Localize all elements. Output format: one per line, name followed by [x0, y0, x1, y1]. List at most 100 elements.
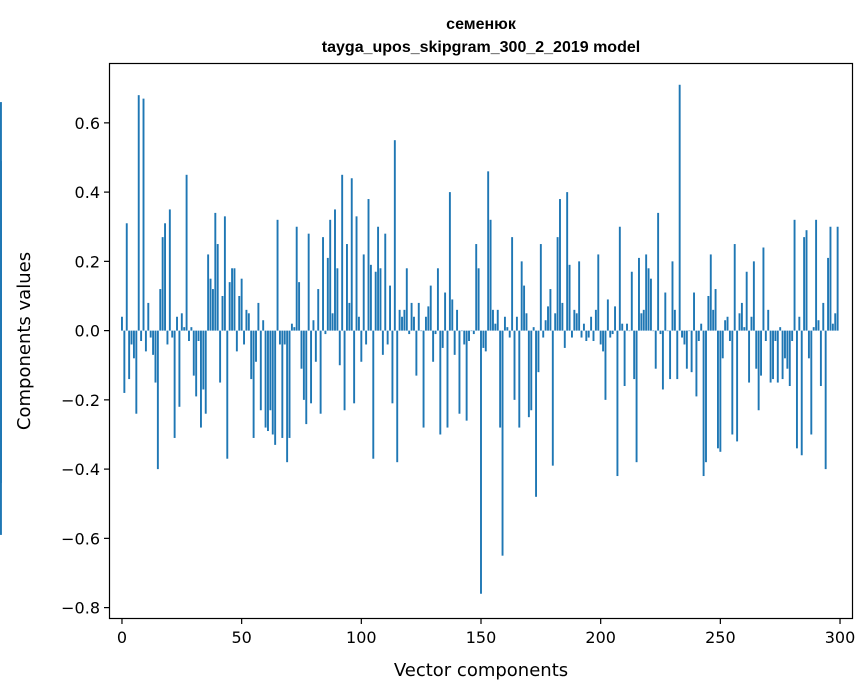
bar-34	[202, 330, 205, 390]
bar-149	[477, 268, 480, 331]
bar-169	[525, 313, 528, 331]
bar-171	[530, 330, 533, 411]
bar-69	[286, 330, 289, 463]
bar-104	[369, 264, 372, 331]
bar-53	[247, 313, 250, 331]
bar-12	[149, 330, 152, 338]
bar-136	[446, 330, 449, 428]
bar-97	[353, 330, 356, 404]
x-tick-label: 100	[346, 628, 377, 647]
bar-153	[487, 171, 490, 331]
bar-193	[582, 323, 585, 331]
bar-86	[326, 257, 329, 331]
bar-154	[489, 219, 492, 331]
bar-208	[618, 226, 621, 331]
bar-216	[638, 257, 640, 331]
bar-207	[616, 330, 619, 477]
bar-165	[515, 316, 518, 331]
bar-99	[357, 316, 360, 331]
bar-5	[132, 330, 135, 359]
bar-84	[322, 237, 324, 331]
bar-256	[733, 244, 736, 331]
bar-163	[511, 237, 514, 331]
bar-170	[527, 330, 530, 418]
bar-167	[520, 261, 523, 331]
bar-45	[228, 282, 231, 331]
bar-100	[360, 330, 363, 362]
bar-10	[144, 330, 147, 352]
bar-226	[661, 330, 664, 390]
bar-145	[468, 330, 470, 341]
bar-274	[776, 330, 779, 383]
bar-238	[690, 330, 693, 373]
bar-281	[793, 219, 796, 331]
bar-112	[389, 285, 391, 331]
bar-290	[815, 219, 818, 331]
bar-180	[551, 330, 554, 466]
bar-6	[135, 330, 138, 414]
bar-116	[398, 309, 401, 331]
bar-146	[470, 330, 473, 332]
bar-246	[709, 254, 712, 331]
bar-279	[788, 330, 791, 387]
bar-229	[669, 330, 672, 380]
bar-214	[633, 330, 636, 380]
bar-35	[204, 330, 207, 414]
bar-173	[535, 330, 537, 497]
bar-283	[798, 316, 801, 331]
bar-75	[300, 330, 303, 369]
bar-294	[824, 330, 827, 470]
bar-89	[334, 209, 336, 331]
bar-241	[697, 330, 700, 341]
bar-105	[372, 330, 375, 459]
bar-191	[578, 261, 581, 331]
bar-222	[652, 330, 655, 332]
bar-159	[501, 330, 504, 556]
bar-298	[834, 313, 837, 331]
bar-28	[188, 330, 190, 341]
bar-221	[649, 278, 652, 331]
bar-239	[693, 292, 695, 331]
bar-183	[559, 199, 561, 331]
y-tick-label: 0.2	[75, 252, 100, 271]
bar-56	[255, 330, 257, 362]
bar-168	[523, 285, 526, 331]
bar-182	[556, 237, 559, 331]
bar-299	[836, 226, 839, 331]
bar-155	[492, 309, 494, 331]
bar-275	[779, 327, 782, 331]
bar-247	[712, 309, 715, 331]
bar-142	[460, 330, 463, 332]
bar-292	[819, 330, 822, 387]
bar-62	[269, 330, 272, 411]
bar-250	[719, 330, 722, 452]
bar-36	[207, 254, 210, 331]
bar-288	[810, 330, 813, 435]
bar-81	[314, 330, 317, 362]
bar-4	[130, 330, 133, 345]
bar-269	[764, 330, 767, 341]
bar-253	[726, 316, 729, 331]
bar-237	[688, 330, 691, 332]
bar-278	[786, 330, 789, 369]
bar-58	[259, 330, 262, 411]
bar-296	[829, 226, 832, 331]
bar-51	[243, 330, 245, 345]
bar-291	[817, 320, 820, 331]
bar-236	[685, 330, 688, 369]
plot-frame	[108, 62, 854, 620]
bar-225	[659, 330, 662, 335]
bar-72	[293, 327, 296, 331]
bar-39	[214, 212, 217, 331]
bar-20	[168, 209, 171, 331]
bar-120	[408, 330, 411, 335]
bar-212	[628, 330, 631, 332]
bar-172	[532, 327, 535, 331]
bar-37	[209, 278, 212, 331]
chart-subtitle: tayga_upos_skipgram_300_2_2019 model	[322, 39, 640, 56]
bar-98	[355, 216, 358, 331]
bar-262	[748, 330, 751, 383]
bar-205	[611, 330, 614, 335]
bar-251	[721, 330, 724, 359]
bar-139	[453, 330, 456, 355]
